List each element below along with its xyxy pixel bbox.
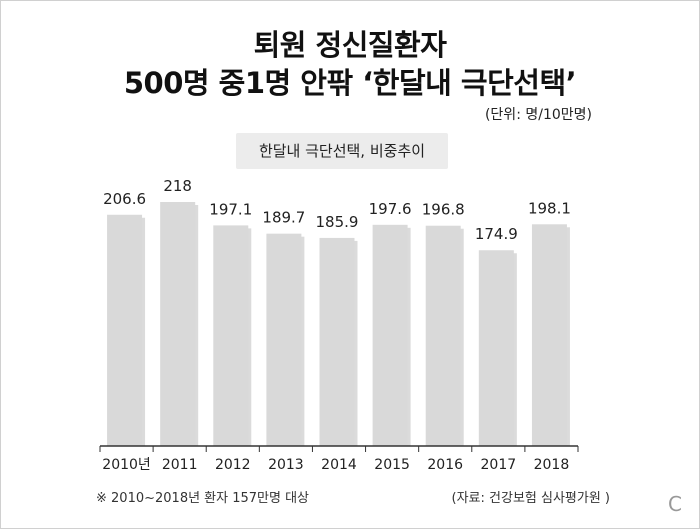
footnote: ※ 2010~2018년 환자 157만명 대상 [96, 491, 310, 506]
source-note: (자료: 건강보험 심사평가원 ) [451, 491, 610, 506]
bar [478, 250, 514, 446]
x-tick-label: 2015 [374, 457, 410, 473]
x-tick-label: 2014 [321, 457, 357, 473]
bar [213, 225, 249, 446]
bar-value-label: 206.6 [103, 190, 146, 208]
bar [372, 224, 408, 446]
x-tick-label: 2017 [481, 457, 517, 473]
bar [266, 233, 302, 446]
x-tick-label: 2012 [215, 457, 251, 473]
x-tick-label: 2018 [534, 457, 570, 473]
bar [531, 224, 567, 446]
bar [107, 214, 143, 446]
corner-mark: C [668, 492, 682, 516]
chart-title-line-2: 500명 중1명 안팎 ‘한달내 극단선택’ [123, 66, 577, 100]
x-tick-label: 2011 [162, 457, 198, 473]
chart-title-line-1: 퇴원 정신질환자 [253, 28, 447, 62]
bar [319, 237, 355, 446]
bar-value-label: 197.1 [209, 200, 252, 218]
bar-value-label: 197.6 [369, 200, 412, 218]
unit-label: (단위: 명/10만명) [484, 107, 592, 123]
x-tick-label: 2013 [268, 457, 304, 473]
bar-value-label: 185.9 [316, 213, 359, 231]
chart-subtitle: 한달내 극단선택, 비중추이 [236, 133, 448, 169]
bar-value-label: 198.1 [528, 199, 571, 217]
bar [425, 225, 461, 446]
bar [160, 202, 196, 446]
x-tick-label: 2016 [427, 457, 463, 473]
x-tick-label: 2010년 [102, 457, 151, 473]
bar-value-label: 196.8 [422, 201, 465, 219]
bar-value-label: 218 [163, 177, 192, 195]
bar-value-label: 189.7 [262, 209, 305, 227]
bar-value-label: 174.9 [475, 225, 518, 243]
